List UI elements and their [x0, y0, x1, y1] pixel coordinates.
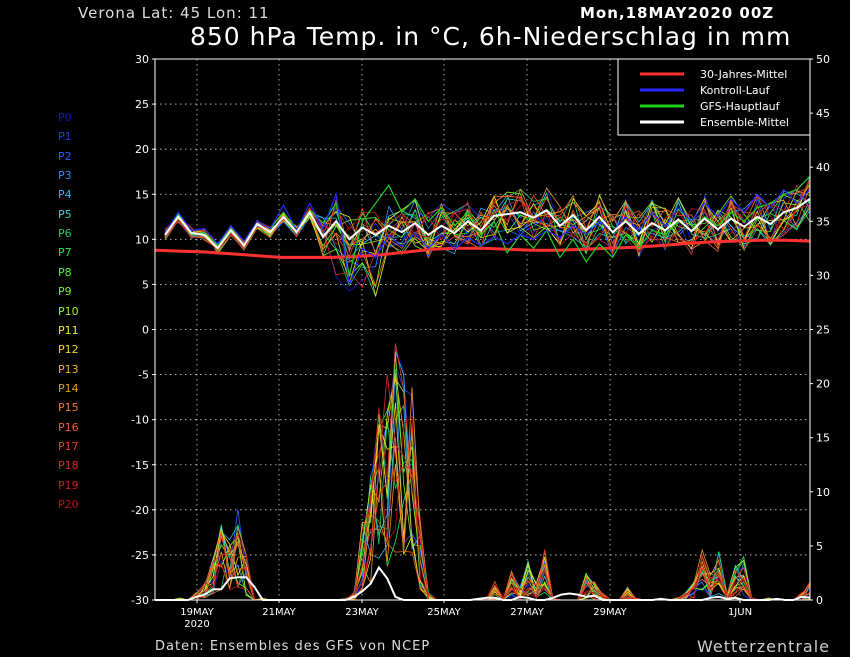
y-left-tick-label: -15: [131, 459, 149, 472]
precip-member-line: [155, 364, 811, 601]
y-right-tick-label: 25: [816, 324, 830, 337]
member-label-p0: P0: [58, 111, 72, 124]
member-label-p2: P2: [58, 149, 72, 163]
y-right-tick-label: 10: [816, 486, 830, 499]
y-right-tick-label: 45: [816, 107, 830, 120]
precip-member-line: [155, 404, 811, 601]
x-tick-label: 21MAY: [262, 607, 296, 618]
member-label-p11: P11: [58, 323, 79, 337]
y-left-tick-label: -5: [138, 369, 149, 382]
precip-member-line: [155, 387, 811, 602]
y-left-tick-label: 0: [142, 324, 149, 337]
x-tick-year: 2020: [184, 619, 209, 630]
plot-frame: [154, 58, 811, 601]
model-run-label: Mon,18MAY2020 00Z: [580, 4, 775, 22]
x-tick-label: 19MAY: [180, 607, 214, 618]
precip-member-line: [155, 350, 811, 601]
y-right-tick-label: 40: [816, 161, 830, 174]
member-label-p13: P13: [58, 362, 79, 376]
y-right-tick-label: 35: [816, 215, 830, 228]
x-tick-label: 27MAY: [510, 607, 544, 618]
data-source-label: Daten: Ensembles des GFS von NCEP: [155, 639, 431, 654]
member-label-p4: P4: [58, 188, 72, 202]
member-label-p14: P14: [58, 381, 79, 395]
grid-lines: [155, 59, 810, 600]
legend-entry: 30-Jahres-Mittel: [700, 68, 787, 81]
temp-member-line: [164, 190, 811, 297]
y-left-tick-label: 10: [135, 233, 149, 246]
precip-member-line: [155, 377, 811, 601]
x-tick-label: 23MAY: [345, 607, 379, 618]
y-left-tick-label: -10: [131, 414, 149, 427]
precip-member-line: [155, 368, 811, 601]
chart-title: 850 hPa Temp. in °C, 6h-Niederschlag in …: [190, 22, 792, 51]
y-left-tick-label: 15: [135, 188, 149, 201]
climate-mean-line: [154, 238, 811, 259]
legend-entry: Ensemble-Mittel: [700, 116, 789, 129]
y-right-tick-label: 0: [816, 594, 823, 607]
y-left-tick-label: -20: [131, 504, 149, 517]
precip-member-line: [155, 374, 811, 601]
member-label-p19: P19: [58, 478, 79, 492]
precip-member-line: [155, 347, 811, 601]
legend-entry: Kontroll-Lauf: [700, 84, 771, 97]
legend-entry: GFS-Hauptlauf: [700, 100, 781, 113]
temp-member-line: [164, 186, 811, 292]
precip-member-line: [155, 378, 811, 601]
member-label-p16: P16: [58, 420, 79, 434]
temp-member-line: [164, 179, 811, 255]
y-left-tick-label: 30: [135, 53, 149, 66]
y-right-tick-label: 30: [816, 269, 830, 282]
member-label-p10: P10: [58, 304, 79, 318]
member-label-p7: P7: [58, 246, 72, 260]
control-run-line: [164, 188, 811, 285]
y-left-tick-label: 20: [135, 143, 149, 156]
brand-label: Wetterzentrale: [697, 637, 831, 656]
precip-member-line: [155, 407, 811, 601]
precipitation-layer: [155, 343, 811, 602]
member-label-p12: P12: [58, 343, 79, 357]
y-left-tick-label: 25: [135, 98, 149, 111]
x-tick-label: 25MAY: [427, 607, 461, 618]
ensemble-mean-line: [164, 197, 811, 250]
member-label-p3: P3: [58, 169, 72, 183]
member-label-p15: P15: [58, 401, 79, 415]
member-label-p20: P20: [58, 498, 79, 511]
temperature-layer: [154, 175, 811, 298]
y-right-tick-label: 20: [816, 378, 830, 391]
precip-member-line: [155, 351, 811, 601]
member-label-p6: P6: [58, 227, 72, 241]
member-label-p9: P9: [58, 285, 72, 299]
y-left-tick-label: 5: [142, 278, 149, 291]
x-tick-label: 29MAY: [593, 607, 627, 618]
precip-member-line: [155, 373, 811, 602]
precip-member-line: [155, 437, 811, 602]
y-left-tick-label: -30: [131, 594, 149, 607]
member-label-p1: P1: [58, 130, 72, 144]
location-label: Verona Lat: 45 Lon: 11: [78, 4, 270, 22]
y-left-tick-label: -25: [131, 549, 149, 562]
member-label-p17: P17: [58, 439, 79, 453]
axis-labels: -30 -25 -20 -15 -10 -5 0 5 10 15 20 25 30 0 5 10 15 20 25 3…: [131, 53, 830, 630]
x-tick-label: 1JUN: [728, 607, 752, 618]
member-label-p5: P5: [58, 207, 72, 221]
y-right-tick-label: 5: [816, 540, 823, 553]
y-right-tick-label: 15: [816, 432, 830, 445]
precip-member-line: [155, 343, 811, 601]
chart-legend: 30-Jahres-Mittel Kontroll-Lauf GFS-Hauptla…: [617, 58, 811, 136]
precip-member-line: [155, 402, 811, 601]
y-right-tick-label: 50: [816, 53, 830, 66]
member-label-p18: P18: [58, 459, 79, 473]
member-label-p8: P8: [58, 265, 72, 279]
